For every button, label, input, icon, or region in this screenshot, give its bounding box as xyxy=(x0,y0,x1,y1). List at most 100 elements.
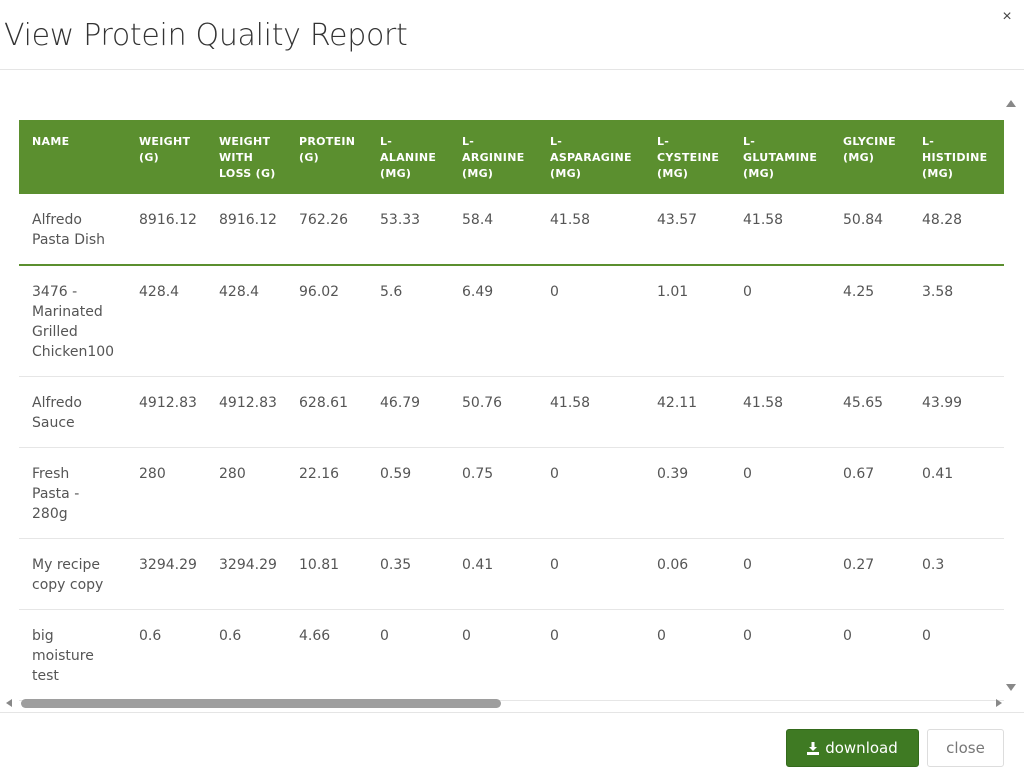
value-cell: 280 xyxy=(206,447,286,539)
value-cell: 0 xyxy=(830,609,909,701)
value-cell: 0 xyxy=(909,609,1004,701)
recipe-name-text: Fresh xyxy=(32,466,70,482)
scroll-left-arrow-icon[interactable] xyxy=(6,699,12,707)
value-cell: 50.76 xyxy=(449,376,537,448)
horizontal-scrollbar[interactable] xyxy=(0,695,1024,711)
value-cell: 0 xyxy=(537,609,644,701)
recipe-name-text: Alfredo xyxy=(32,212,82,228)
value-cell: 22.16 xyxy=(286,447,367,539)
column-header: GLYCINE (MG) xyxy=(830,120,909,194)
recipe-name-text: moisture xyxy=(32,648,94,664)
column-header-text: PROTEIN xyxy=(299,135,356,148)
value-cell: 8916.12 xyxy=(126,194,206,266)
value-cell: 53.33 xyxy=(367,194,449,266)
value-cell: 0.67 xyxy=(830,447,909,539)
download-button[interactable]: download xyxy=(786,729,919,767)
column-header-text: (MG) xyxy=(550,167,582,180)
value-cell: 0 xyxy=(644,609,730,701)
horizontal-scroll-thumb[interactable] xyxy=(21,699,501,708)
table-row: My recipe copy copy 3294.29 3294.29 10.81 0.3… xyxy=(19,538,1004,610)
column-header-text: ASPARAGINE xyxy=(550,151,632,164)
protein-quality-table: NAME WEIGHT (G) WEIGHT WITH LOSS (G) PROTEIN (G… xyxy=(19,120,1004,701)
value-cell: 45.65 xyxy=(830,376,909,448)
recipe-name-cell: 3476 - Marinated Grilled Chicken100 xyxy=(19,265,126,377)
value-cell: 0 xyxy=(730,265,830,377)
column-header-text: NAME xyxy=(32,135,70,148)
column-header: PROTEIN (G) xyxy=(286,120,367,194)
value-cell: 0.35 xyxy=(367,538,449,610)
table-header-row: NAME WEIGHT (G) WEIGHT WITH LOSS (G) PROTEIN (G… xyxy=(19,120,1004,194)
value-cell: 0.75 xyxy=(449,447,537,539)
column-header-text: WITH xyxy=(219,151,254,164)
value-cell: 6.49 xyxy=(449,265,537,377)
value-cell: 5.6 xyxy=(367,265,449,377)
value-cell: 0.39 xyxy=(644,447,730,539)
column-header: NAME xyxy=(19,120,126,194)
scroll-right-arrow-icon[interactable] xyxy=(996,699,1002,707)
table-row: big moisture test 0.6 0.6 4.66 0 0 0 0 0 0 0 xyxy=(19,609,1004,701)
recipe-name-cell: Alfredo Pasta Dish xyxy=(19,194,126,266)
column-header-text: (MG) xyxy=(380,167,412,180)
report-table-scroll-area[interactable]: NAME WEIGHT (G) WEIGHT WITH LOSS (G) PROTEIN (G… xyxy=(19,120,1004,727)
download-icon xyxy=(807,741,820,755)
table-header: NAME WEIGHT (G) WEIGHT WITH LOSS (G) PROTEIN (G… xyxy=(19,120,1004,194)
table-row: Fresh Pasta -280g 280 280 22.16 0.59 0.75 0 0.39… xyxy=(19,447,1004,539)
recipe-name-cell: My recipe copy copy xyxy=(19,538,126,610)
modal-title: View Protein Quality Report xyxy=(4,18,408,53)
column-header: WEIGHT (G) xyxy=(126,120,206,194)
column-header-text: L- xyxy=(657,135,670,148)
value-cell: 0 xyxy=(730,447,830,539)
recipe-name-text: 3476 - xyxy=(32,284,78,300)
column-header-text: L- xyxy=(550,135,563,148)
column-header-text: WEIGHT xyxy=(219,135,271,148)
value-cell: 0.6 xyxy=(126,609,206,701)
scroll-down-arrow-icon[interactable] xyxy=(1006,684,1016,691)
value-cell: 10.81 xyxy=(286,538,367,610)
modal-header: View Protein Quality Report × xyxy=(0,0,1024,70)
recipe-name-text: Pasta - xyxy=(32,486,80,502)
value-cell: 0 xyxy=(449,609,537,701)
column-header-text: GLUTAMINE xyxy=(743,151,818,164)
close-button[interactable]: close xyxy=(927,729,1004,767)
recipe-name-text: Marinated xyxy=(32,304,103,320)
recipe-name-text: test xyxy=(32,668,59,684)
column-header: WEIGHT WITH LOSS (G) xyxy=(206,120,286,194)
recipe-name-text: My recipe xyxy=(32,557,100,573)
value-cell: 0.41 xyxy=(449,538,537,610)
recipe-name-text: Alfredo xyxy=(32,395,82,411)
column-header-text: CYSTEINE xyxy=(657,151,720,164)
recipe-name-text: Pasta Dish xyxy=(32,232,106,248)
table-body: Alfredo Pasta Dish 8916.12 8916.12 762.26 53.… xyxy=(19,194,1004,701)
value-cell: 280 xyxy=(126,447,206,539)
value-cell: 41.58 xyxy=(537,376,644,448)
modal-footer: download close xyxy=(0,712,1024,774)
column-header: L- ALANINE (MG) xyxy=(367,120,449,194)
value-cell: 42.11 xyxy=(644,376,730,448)
column-header: L- ARGININE (MG) xyxy=(449,120,537,194)
value-cell: 0.06 xyxy=(644,538,730,610)
column-header-text: (MG) xyxy=(922,167,954,180)
value-cell: 8916.12 xyxy=(206,194,286,266)
close-icon[interactable]: × xyxy=(1002,8,1012,25)
recipe-name-text: 280g xyxy=(32,506,68,522)
recipe-name-text: big xyxy=(32,628,54,644)
value-cell: 0 xyxy=(730,538,830,610)
column-header: L- GLUTAMINE (MG) xyxy=(730,120,830,194)
column-header-text: (MG) xyxy=(843,151,875,164)
value-cell: 3.58 xyxy=(909,265,1004,377)
recipe-name-text: copy copy xyxy=(32,577,104,593)
column-header: L- HISTIDINE (MG) xyxy=(909,120,1004,194)
column-header-text: L- xyxy=(462,135,475,148)
value-cell: 41.58 xyxy=(537,194,644,266)
column-header-text: (MG) xyxy=(657,167,689,180)
column-header-text: GLYCINE xyxy=(843,135,896,148)
value-cell: 58.4 xyxy=(449,194,537,266)
column-header-text: L- xyxy=(743,135,756,148)
column-header-text: L- xyxy=(922,135,935,148)
value-cell: 1.01 xyxy=(644,265,730,377)
value-cell: 3294.29 xyxy=(126,538,206,610)
download-button-label: download xyxy=(825,739,898,757)
scroll-up-arrow-icon[interactable] xyxy=(1006,100,1016,107)
recipe-name-cell: big moisture test xyxy=(19,609,126,701)
